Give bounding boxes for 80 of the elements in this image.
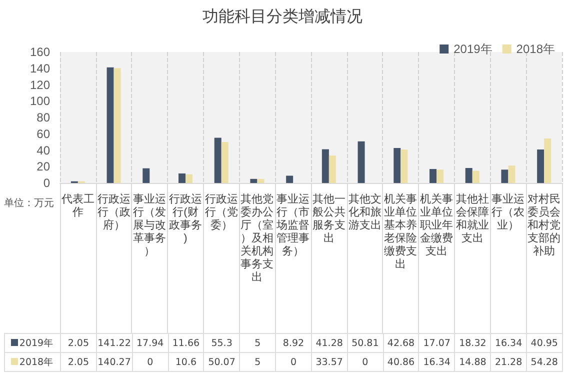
data-label: 2.05 [60, 352, 96, 372]
data-label: 14.88 [454, 352, 491, 372]
text: 单位：万元 [4, 196, 54, 210]
bar [400, 150, 408, 183]
x-tick-label: 其他党委办公厅（室）及相关机构事务支出 [240, 192, 274, 284]
bar [501, 170, 508, 183]
x-tick-label: 行政运行（党委） [204, 192, 238, 232]
data-label: 0 [132, 352, 168, 372]
x-tick-label: 其他社会保障和就业支出 [456, 192, 489, 244]
data-label: 50.07 [204, 352, 240, 372]
data-label: 50.81 [347, 334, 384, 352]
y-tick-label: 60 [36, 126, 50, 141]
bar [430, 169, 436, 183]
bar [257, 178, 264, 183]
bar [328, 156, 336, 183]
bar [472, 170, 480, 183]
y-tick-label: 20 [36, 160, 50, 174]
x-tick-label: 行政运行（政府） [97, 192, 130, 232]
bar [250, 178, 258, 183]
bar [221, 142, 228, 183]
data-label: 2.05 [60, 334, 96, 352]
data-label: 141.22 [96, 334, 132, 352]
data-label: 8.92 [276, 334, 312, 352]
data-label: 17.94 [132, 334, 168, 352]
y-tick-label: 140 [30, 61, 50, 76]
x-tick-label: 其他一般公共服务支出 [312, 192, 346, 244]
data-label: 54.28 [526, 352, 562, 372]
data-label: 33.57 [311, 352, 348, 372]
data-label: 11.66 [168, 334, 204, 352]
chart-title: 功能科目分类增减情况 [202, 8, 362, 26]
bar [142, 168, 150, 183]
bar [186, 174, 192, 183]
bar [286, 176, 294, 183]
bar [436, 170, 444, 183]
bar [544, 138, 552, 183]
data-label: 18.32 [454, 334, 491, 352]
data-label: 5 [240, 352, 276, 372]
bar [106, 67, 114, 183]
data-label: 40.86 [383, 352, 419, 372]
x-tick-label: 其他文化和旅游支出 [348, 192, 382, 232]
y-tick-label: 100 [30, 94, 50, 108]
x-tick-label: 对村民委员会和村党支部的补助 [528, 192, 561, 258]
text: 2019年 [19, 338, 54, 348]
data-label: 17.07 [418, 334, 455, 352]
data-label: 55.3 [204, 334, 240, 352]
data-label: 140.27 [96, 352, 132, 372]
x-tick-label: 机关事业单位基本养老保险缴费支出 [384, 192, 418, 270]
y-tick-label: 0 [43, 176, 50, 190]
y-tick-label: 120 [30, 78, 50, 92]
bar [465, 168, 472, 183]
bar [114, 68, 121, 183]
data-label: 42.68 [383, 334, 419, 352]
data-label: 10.6 [168, 352, 204, 372]
x-tick-label: 事业运行（农业） [492, 192, 525, 232]
data-label: 16.34 [418, 352, 455, 372]
x-tick-label: 行政运行(财政事务) [169, 192, 202, 244]
bar [358, 141, 365, 183]
y-tick-label: 160 [30, 45, 50, 59]
x-tick-label: 代表工作 [60, 192, 94, 218]
legend-label: 2018年 [516, 42, 556, 56]
x-tick-label: 机关事业单位职业年金缴费支出 [420, 192, 453, 258]
bar [537, 149, 544, 183]
bar [178, 173, 186, 183]
data-label: 0 [347, 352, 384, 372]
data-label: 40.95 [526, 334, 562, 352]
y-tick-label: 40 [36, 143, 50, 158]
data-label: 21.28 [490, 352, 526, 372]
x-tick-label: 事业运行（市场监督管理事务） [276, 192, 310, 258]
y-tick-label: 80 [36, 110, 50, 124]
bar [394, 148, 401, 183]
legend-label: 2019年 [454, 42, 492, 56]
text: 2018年 [19, 356, 54, 368]
data-label: 16.34 [490, 334, 526, 352]
bar [508, 166, 516, 183]
bar [214, 138, 222, 183]
x-tick-label: 事业运行（发展与改革事务） [133, 192, 166, 258]
data-label: 5 [240, 334, 276, 352]
bar [322, 149, 329, 183]
data-label: 0 [276, 352, 312, 372]
data-label: 41.28 [311, 334, 348, 352]
